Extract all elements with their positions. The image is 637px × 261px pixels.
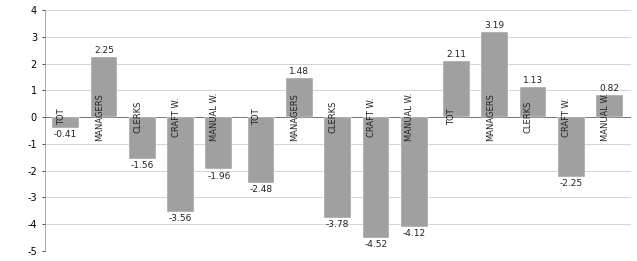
Text: TOT: TOT bbox=[57, 109, 66, 126]
Text: MANAGERS: MANAGERS bbox=[290, 93, 299, 141]
Text: -1.96: -1.96 bbox=[207, 171, 231, 181]
Text: -2.25: -2.25 bbox=[560, 179, 583, 188]
Bar bbox=[52, 117, 79, 128]
Text: CRAFT W.: CRAFT W. bbox=[367, 97, 376, 137]
Bar bbox=[596, 95, 623, 117]
Bar bbox=[362, 117, 389, 238]
Text: CLERKS: CLERKS bbox=[133, 101, 142, 133]
Bar bbox=[324, 117, 351, 218]
Text: -4.12: -4.12 bbox=[403, 229, 426, 238]
Text: -2.48: -2.48 bbox=[250, 186, 273, 194]
Text: -3.78: -3.78 bbox=[326, 220, 349, 229]
Text: 0.82: 0.82 bbox=[599, 84, 620, 93]
Text: CRAFT W.: CRAFT W. bbox=[562, 97, 571, 137]
Bar bbox=[167, 117, 194, 212]
Bar bbox=[558, 117, 585, 177]
Text: -1.56: -1.56 bbox=[131, 161, 154, 170]
Text: CRAFT W.: CRAFT W. bbox=[171, 97, 180, 137]
Text: MANUAL W.: MANUAL W. bbox=[405, 93, 414, 141]
Bar bbox=[520, 87, 547, 117]
Text: TOT: TOT bbox=[447, 109, 456, 126]
Bar bbox=[248, 117, 275, 183]
Text: MANUAL W.: MANUAL W. bbox=[601, 93, 610, 141]
Text: -3.56: -3.56 bbox=[169, 214, 192, 223]
Bar bbox=[443, 61, 469, 117]
Bar bbox=[206, 117, 233, 169]
Bar bbox=[481, 32, 508, 117]
Text: 1.48: 1.48 bbox=[289, 67, 310, 75]
Text: CLERKS: CLERKS bbox=[329, 101, 338, 133]
Bar bbox=[401, 117, 427, 227]
Text: 2.25: 2.25 bbox=[94, 46, 114, 55]
Text: MANAGERS: MANAGERS bbox=[95, 93, 104, 141]
Text: -0.41: -0.41 bbox=[54, 130, 77, 139]
Bar bbox=[90, 57, 117, 117]
Bar bbox=[129, 117, 155, 159]
Bar bbox=[286, 78, 313, 117]
Text: TOT: TOT bbox=[252, 109, 261, 126]
Text: 3.19: 3.19 bbox=[485, 21, 505, 30]
Text: 1.13: 1.13 bbox=[523, 76, 543, 85]
Text: MANUAL W.: MANUAL W. bbox=[210, 93, 219, 141]
Text: -4.52: -4.52 bbox=[364, 240, 387, 249]
Text: 2.11: 2.11 bbox=[447, 50, 466, 59]
Text: CLERKS: CLERKS bbox=[524, 101, 533, 133]
Text: MANAGERS: MANAGERS bbox=[485, 93, 495, 141]
